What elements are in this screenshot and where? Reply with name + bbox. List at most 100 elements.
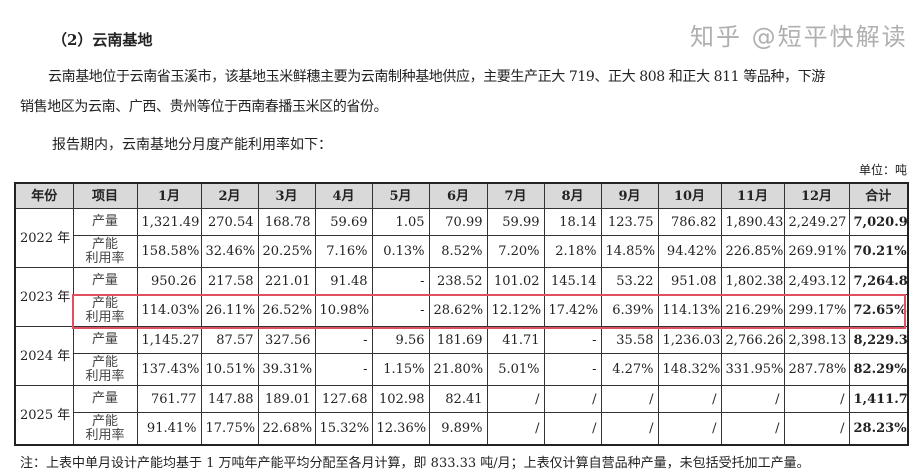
value-cell: 26.11%: [200, 294, 259, 327]
value-cell: 22.68%: [257, 412, 316, 446]
capacity-table: 年份 项目 1月 2月 3月 4月 5月 6月 7月 8月 9月 10月 11月 12月 合计 2022 年…: [14, 182, 909, 446]
unit-label: 单位：吨: [858, 163, 907, 177]
value-cell: 1,236.03: [657, 326, 722, 354]
value-cell: /: [486, 412, 545, 446]
item-cell: 产量: [72, 326, 138, 354]
table-row: 产能 利用率 91.41% 17.75% 22.68% 15.32% 12.36% 9.89%…: [15, 412, 909, 446]
value-cell: 10.98%: [314, 294, 373, 327]
value-cell: 331.95%: [720, 353, 785, 386]
value-cell: 950.26: [136, 267, 202, 295]
value-cell: 158.58%: [136, 235, 202, 268]
value-cell: /: [600, 385, 659, 413]
value-cell: 7.16%: [314, 235, 373, 268]
value-cell: 15.32%: [314, 412, 373, 446]
value-cell: 12.12%: [486, 294, 545, 327]
value-cell: 18.14: [543, 208, 602, 236]
column-header: 1月: [136, 182, 202, 209]
item-cell: 产能 利用率: [72, 235, 138, 268]
value-cell: 28.62%: [428, 294, 488, 327]
value-cell: 189.01: [257, 385, 316, 413]
section-heading: （2）云南基地: [52, 31, 153, 49]
paragraph-line-1: 云南基地位于云南省玉溪市，该基地玉米鲜穗主要为云南制种基地供应，主要生产正大 7…: [48, 69, 825, 85]
column-header: 12月: [783, 182, 850, 209]
value-cell: 82.41: [428, 385, 488, 413]
column-header: 5月: [371, 182, 430, 209]
value-cell: 2,766.26: [720, 326, 785, 354]
total-cell: 7,264.81: [848, 267, 909, 295]
value-cell: 221.01: [257, 267, 316, 295]
value-cell: 41.71: [486, 326, 545, 354]
value-cell: 238.52: [428, 267, 488, 295]
value-cell: 17.42%: [543, 294, 602, 327]
value-cell: 8.52%: [428, 235, 488, 268]
value-cell: 4.27%: [600, 353, 659, 386]
value-cell: 168.78: [257, 208, 316, 236]
total-cell: 72.65%: [848, 294, 909, 327]
value-cell: 9.56: [371, 326, 430, 354]
value-cell: -: [543, 326, 602, 354]
value-cell: 14.85%: [600, 235, 659, 268]
paragraph-intro: 报告期内，云南基地分月度产能利用率如下：: [52, 137, 332, 153]
value-cell: -: [543, 353, 602, 386]
value-cell: 287.78%: [783, 353, 850, 386]
value-cell: 217.58: [200, 267, 259, 295]
column-header: 项目: [72, 182, 138, 209]
column-header: 6月: [428, 182, 488, 209]
value-cell: 145.14: [543, 267, 602, 295]
value-cell: 1,890.43: [720, 208, 785, 236]
value-cell: 761.77: [136, 385, 202, 413]
value-cell: 21.80%: [428, 353, 488, 386]
value-cell: 12.36%: [371, 412, 430, 446]
value-cell: 70.99: [428, 208, 488, 236]
value-cell: 101.02: [486, 267, 545, 295]
value-cell: -: [371, 294, 430, 327]
value-cell: 2,493.12: [783, 267, 850, 295]
value-cell: 114.03%: [136, 294, 202, 327]
value-cell: /: [657, 385, 722, 413]
item-cell: 产能 利用率: [72, 294, 138, 327]
watermark: 知乎 @短平快解读: [690, 23, 908, 51]
column-header: 7月: [486, 182, 545, 209]
table-row: 产能 利用率 158.58% 32.46% 20.25% 7.16% 0.13% 8.52% 7…: [15, 235, 909, 268]
item-cell: 产量: [72, 385, 138, 413]
total-cell: 28.23%: [848, 412, 909, 446]
value-cell: 10.51%: [200, 353, 259, 386]
value-cell: /: [720, 385, 785, 413]
total-cell: 82.29%: [848, 353, 909, 386]
value-cell: 87.57: [200, 326, 259, 354]
value-cell: 91.41%: [136, 412, 202, 446]
value-cell: 26.52%: [257, 294, 316, 327]
total-cell: 7,020.93: [848, 208, 909, 236]
value-cell: 91.48: [314, 267, 373, 295]
value-cell: /: [720, 412, 785, 446]
value-cell: 148.32%: [657, 353, 722, 386]
value-cell: -: [314, 326, 373, 354]
value-cell: 269.91%: [783, 235, 850, 268]
item-cell: 产量: [72, 267, 138, 295]
value-cell: 1,802.38: [720, 267, 785, 295]
value-cell: 9.89%: [428, 412, 488, 446]
table-note: 注：上表中单月设计产能均基于 1 万吨年产能平均分配至各月计算，即 833.33…: [20, 456, 810, 471]
column-header: 11月: [720, 182, 785, 209]
value-cell: 7.20%: [486, 235, 545, 268]
value-cell: /: [543, 385, 602, 413]
column-header: 8月: [543, 182, 602, 209]
column-header: 9月: [600, 182, 659, 209]
year-cell: 2024 年: [14, 326, 74, 386]
value-cell: /: [543, 412, 602, 446]
table-header-row: 年份 项目 1月 2月 3月 4月 5月 6月 7月 8月 9月 10月 11月 12月 合计: [14, 182, 909, 209]
total-cell: 8,229.37: [848, 326, 909, 354]
value-cell: 20.25%: [257, 235, 316, 268]
value-cell: /: [486, 385, 545, 413]
item-cell: 产量: [72, 208, 138, 236]
value-cell: 2,398.13: [783, 326, 850, 354]
value-cell: 114.13%: [657, 294, 722, 327]
value-cell: 327.56: [257, 326, 316, 354]
column-header: 合计: [848, 182, 909, 209]
value-cell: 5.01%: [486, 353, 545, 386]
value-cell: 123.75: [600, 208, 659, 236]
item-cell: 产能 利用率: [72, 353, 138, 386]
value-cell: -: [314, 353, 373, 386]
value-cell: 299.17%: [783, 294, 850, 327]
value-cell: 17.75%: [200, 412, 259, 446]
